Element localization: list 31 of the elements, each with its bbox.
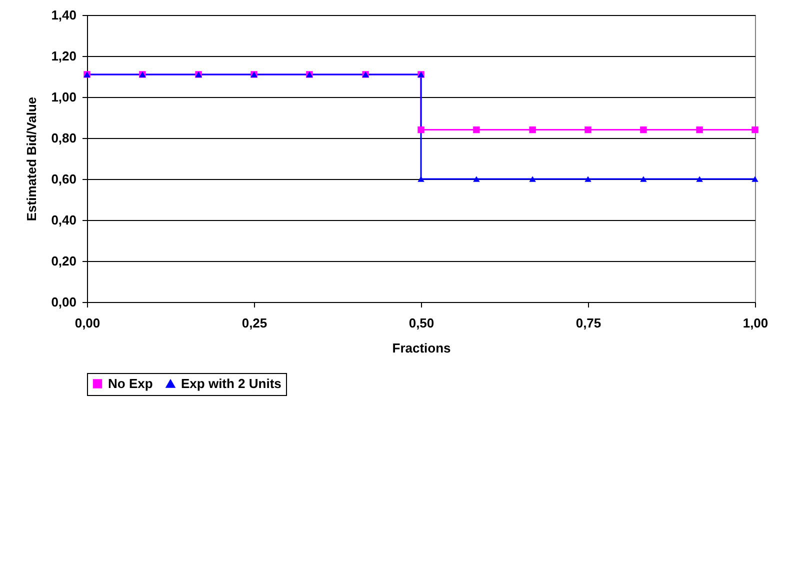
point [473,176,480,182]
point [696,176,703,182]
y-tick-label: 1,00 [51,90,76,104]
point [696,126,703,134]
x-tick-label: 0,50 [408,316,434,330]
x-tick-label: 0,75 [576,316,602,330]
y-tick-label: 0,20 [51,254,76,268]
x-tick-label: 0,00 [74,316,100,330]
y-tick-label: 0,00 [51,294,76,310]
legend-label: No Exp [108,376,153,391]
point [752,176,758,182]
x-tick-label: 1,00 [742,316,768,330]
point [584,176,592,182]
legend-label: Exp with 2 Units [181,376,282,391]
point [752,126,758,134]
y-tick-label: 0,60 [51,172,76,186]
point [418,126,424,134]
x-tick-label: 0,25 [242,316,268,330]
point [529,176,536,182]
point [418,176,424,182]
point [640,176,647,182]
point [584,126,592,134]
y-tick-label: 1,40 [51,8,76,22]
x-axis-title: Fractions [392,340,451,356]
y-axis-title: Estimated Bid/Value [24,96,40,222]
y-tick-label: 1,20 [51,48,76,64]
point [473,126,480,134]
y-tick-label: 0,40 [51,212,76,228]
y-tick-label: 0,80 [51,130,76,146]
point [640,126,647,134]
point [529,126,536,134]
